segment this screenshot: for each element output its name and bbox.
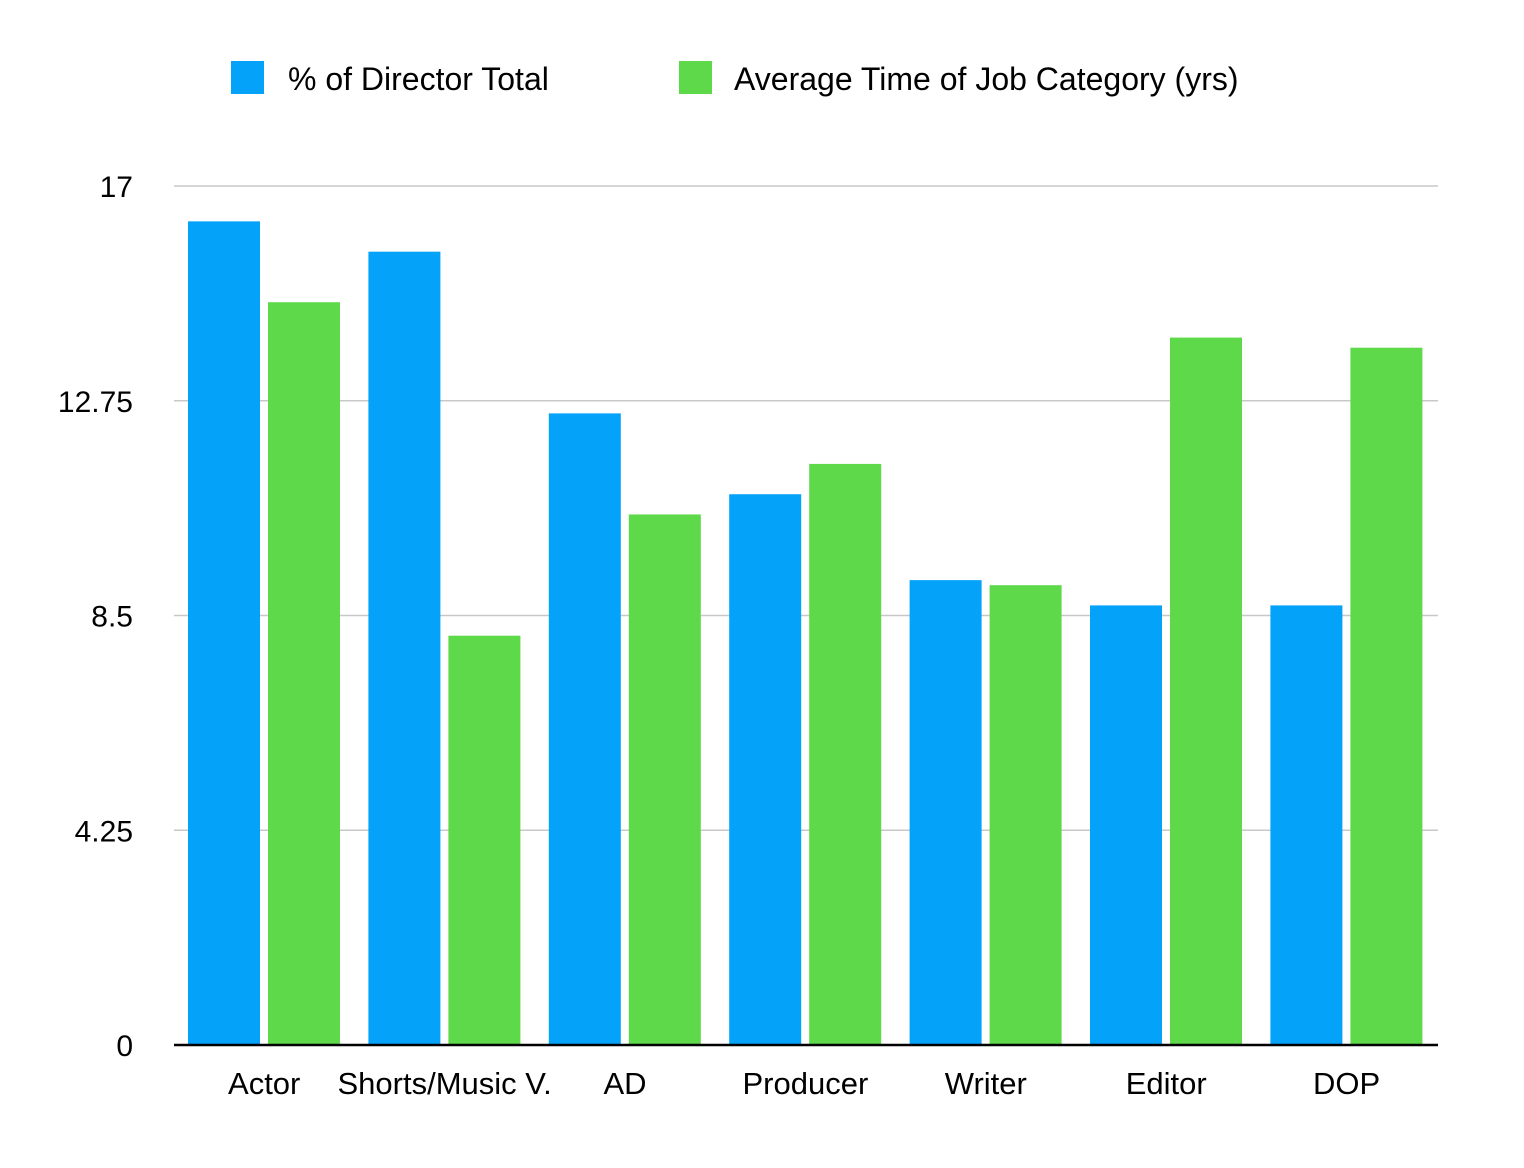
bar-avg-time-2 — [628, 514, 701, 1045]
legend-label-1: % of Director Total — [288, 61, 549, 97]
bar-director-total-6 — [1270, 605, 1343, 1045]
bar-avg-time-3 — [809, 463, 882, 1046]
bar-avg-time-6 — [1350, 347, 1423, 1046]
x-tick-label: Writer — [945, 1066, 1027, 1101]
y-tick-label: 0 — [116, 1030, 133, 1063]
x-tick-label: Shorts/Music V. — [337, 1066, 551, 1101]
bar-avg-time-1 — [448, 635, 521, 1045]
bar-avg-time-4 — [989, 585, 1062, 1045]
x-tick-label: Producer — [743, 1066, 869, 1101]
bar-avg-time-5 — [1170, 337, 1242, 1045]
y-tick-label: 8.5 — [91, 601, 133, 634]
x-tick-label: Editor — [1126, 1066, 1207, 1101]
bars — [188, 221, 1423, 1046]
bar-director-total-0 — [188, 221, 260, 1045]
bar-avg-time-0 — [268, 302, 340, 1045]
axes: Actor Shorts/Music V. AD Producer Writer Edit… — [174, 1043, 1438, 1101]
legend-label-2: Average Time of Job Category (yrs) — [734, 61, 1239, 97]
x-tick-label: DOP — [1313, 1066, 1380, 1101]
x-tick-label: Actor — [228, 1066, 300, 1101]
legend-swatch-2 — [679, 61, 712, 94]
legend: % of Director Total Average Time of Job C… — [231, 61, 1239, 97]
bar-director-total-1 — [368, 251, 441, 1045]
bar-director-total-4 — [909, 580, 982, 1045]
x-tick-label: AD — [603, 1066, 646, 1101]
y-tick-label: 17 — [100, 171, 133, 204]
y-tick-label: 4.25 — [75, 815, 133, 848]
legend-swatch-1 — [231, 61, 264, 94]
bar-director-total-5 — [1090, 605, 1162, 1045]
bar-director-total-2 — [548, 413, 621, 1046]
y-tick-label: 12.75 — [58, 386, 133, 419]
bar-director-total-3 — [729, 494, 802, 1046]
